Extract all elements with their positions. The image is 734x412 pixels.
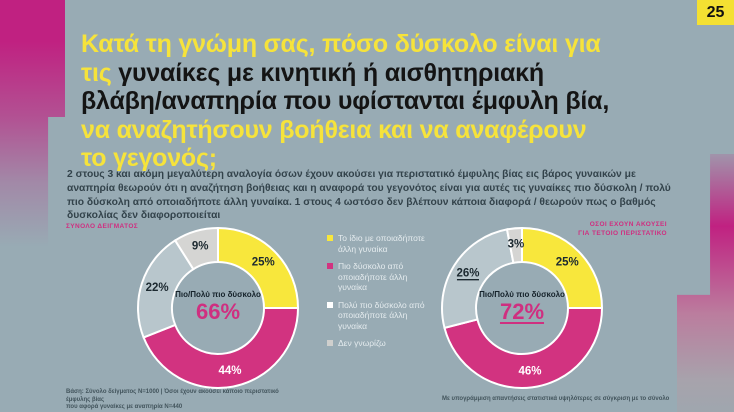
footnote-base-line-2: που αφορά γυναίκες με αναπηρία Ν=440 xyxy=(66,404,183,410)
donut-center-heard-incident: Πιο/Πολύ πιο δύσκολο 72% xyxy=(477,290,567,324)
slice-value-label: 46% xyxy=(519,365,542,377)
slice-value-label: 3% xyxy=(508,238,525,250)
donut-center-total-sample: Πιο/Πολύ πιο δύσκολο 66% xyxy=(173,290,263,324)
donut-segment xyxy=(142,307,300,389)
title-line-4: να αναζητήσουν βοήθεια και να αναφέρουν xyxy=(81,115,587,144)
donut-chart-total-sample: 25% 44% 22% 9% xyxy=(137,226,300,389)
slice-value-label: 25% xyxy=(252,257,275,269)
legend-label: Το ίδιο με οποιαδήποτε άλλη γυναίκα xyxy=(338,233,425,254)
donut-segment xyxy=(443,307,604,389)
donut-center-value: 72% xyxy=(499,299,545,324)
chart-label-heard-line-2: ΓΙΑ ΤΕΤΟΙΟ ΠΕΡΙΣΤΑΤΙΚΟ xyxy=(578,229,667,237)
legend-label: Πιο δύσκολο από οποιαδήποτε άλλη γυναίκα xyxy=(338,261,408,292)
slice-value-label: 25% xyxy=(556,257,579,269)
legend-item-same: Το ίδιο με οποιαδήποτε άλλη γυναίκα xyxy=(327,233,427,254)
donut-center-caption: Πιο/Πολύ πιο δύσκολο xyxy=(175,290,261,299)
donut-center-caption: Πιο/Πολύ πιο δύσκολο xyxy=(479,290,565,299)
slide-title: Κατά τη γνώμη σας, πόσο δύσκολο είναι γι… xyxy=(81,30,609,173)
decor-left-gradient xyxy=(0,0,65,260)
chart-label-heard-line-1: ΟΣΟΙ ΕΧΟΥΝ ΑΚΟΥΣΕΙ xyxy=(589,221,667,228)
legend-swatch-pink xyxy=(327,263,333,269)
title-line-3: βλάβη/αναπηρία που υφίστανται έμφυλη βία… xyxy=(81,87,610,115)
chart-label-total-sample: ΣΥΝΟΛΟ ΔΕΙΓΜΑΤΟΣ xyxy=(66,223,139,230)
slice-value-label: 22% xyxy=(146,282,169,294)
legend-item-more-difficult: Πιο δύσκολο από οποιαδήποτε άλλη γυναίκα xyxy=(327,261,427,293)
footnote-base: Βάση: Σύνολο δείγματος Ν=1000 | Όσοι έχο… xyxy=(66,389,296,412)
chart-label-heard-incident: ΟΣΟΙ ΕΧΟΥΝ ΑΚΟΥΣΕΙ ΓΙΑ ΤΕΤΟΙΟ ΠΕΡΙΣΤΑΤΙΚ… xyxy=(540,221,667,238)
title-line-2-highlight: τις xyxy=(81,58,112,87)
donut-center-value: 66% xyxy=(195,299,241,324)
intro-paragraph: 2 στους 3 και ακόμη μεγαλύτερη αναλογία … xyxy=(67,169,671,222)
donut-segment xyxy=(173,226,219,271)
footnote-base-line-1: Βάση: Σύνολο δείγματος Ν=1000 | Όσοι έχο… xyxy=(66,389,279,403)
slice-value-label: 9% xyxy=(192,241,209,253)
donut-chart-heard-incident: 25% 46% 26% 3% xyxy=(441,226,604,389)
page-number-badge: 25 xyxy=(697,0,734,25)
footnote-underline-note: Με υπογράμμιση απαντήσεις στατιστικά υψη… xyxy=(442,396,670,402)
legend-label: Πολύ πιο δύσκολο από οποιαδήποτε άλλη γυ… xyxy=(338,299,425,331)
legend-swatch-gray xyxy=(327,340,333,346)
donut-segment xyxy=(505,226,523,264)
legend-swatch-yellow xyxy=(327,235,333,241)
title-line-2: γυναίκες με κινητική ή αισθητηριακή xyxy=(111,58,544,87)
legend-label: Δεν γνωρίζω xyxy=(338,338,386,348)
chart-legend: Το ίδιο με οποιαδήποτε άλλη γυναίκα Πιο … xyxy=(327,233,427,349)
decor-right-gradient xyxy=(677,154,734,412)
title-line-5: το γεγονός; xyxy=(81,144,217,172)
slice-value-label: 44% xyxy=(218,365,241,377)
slice-value-label: 26% xyxy=(456,268,479,280)
legend-item-dont-know: Δεν γνωρίζω xyxy=(327,338,427,349)
legend-swatch-white xyxy=(327,301,333,308)
legend-item-much-more-difficult: Πολύ πιο δύσκολο από οποιαδήποτε άλλη γυ… xyxy=(327,300,427,332)
title-line-1: Κατά τη γνώμη σας, πόσο δύσκολο είναι γι… xyxy=(81,30,601,58)
